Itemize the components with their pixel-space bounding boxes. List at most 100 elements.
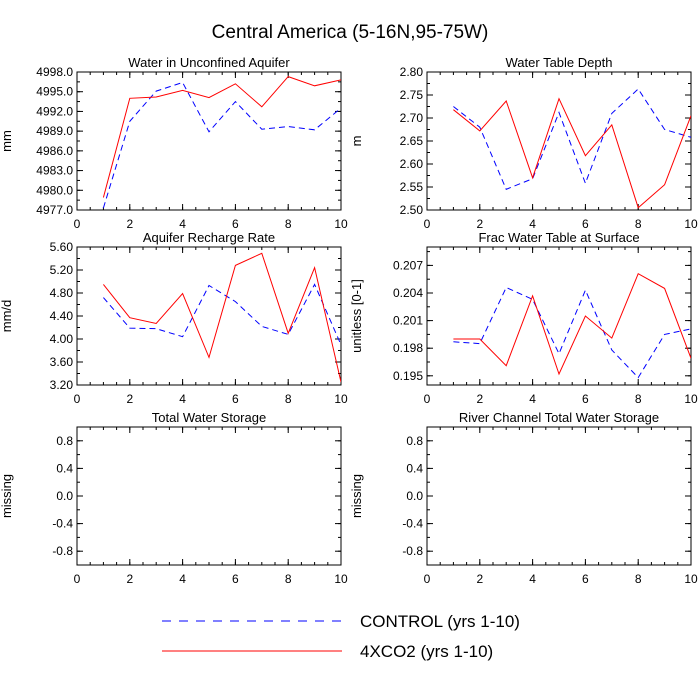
x-tick-label: 4 <box>529 392 536 406</box>
x-tick-label: 2 <box>476 217 483 231</box>
x-tick-label: 0 <box>424 392 431 406</box>
x-tick-label: 8 <box>635 572 642 586</box>
y-tick-label: 4983.0 <box>36 164 73 178</box>
y-tick-label: 2.65 <box>400 134 424 148</box>
x-tick-label: 8 <box>285 217 292 231</box>
y-tick-label: 2.50 <box>400 203 424 217</box>
figure-title: Central America (5-16N,95-75W) <box>212 22 489 43</box>
panel-title: Water in Unconfined Aquifer <box>128 55 290 70</box>
panel-title: Aquifer Recharge Rate <box>143 230 275 245</box>
series-line-4xco2 <box>102 76 341 198</box>
y-axis-label: missing <box>349 474 364 518</box>
panel-total-water-storage: Total Water Storage 0 2 4 6 8 10 -0.8 -0.4 0.0 0.4… <box>0 410 348 586</box>
y-tick-label: 0.204 <box>393 286 423 300</box>
y-tick-label: -0.8 <box>52 544 73 558</box>
legend: CONTROL (yrs 1-10) 4XCO2 (yrs 1-10) <box>162 612 520 661</box>
panel-frac-water-table-at-surface: Frac Water Table at Surface 0 2 4 6 8 10 0.195 0… <box>349 230 698 406</box>
panel-title: Total Water Storage <box>152 410 266 425</box>
y-tick-label: 4977.0 <box>36 203 73 217</box>
x-tick-label: 2 <box>126 392 133 406</box>
x-tick-label: 0 <box>424 572 431 586</box>
y-tick-label: 3.60 <box>50 355 74 369</box>
y-tick-label: 0.198 <box>393 341 423 355</box>
x-tick-label: 2 <box>476 572 483 586</box>
y-tick-label: 5.20 <box>50 263 74 277</box>
series-line-4xco2 <box>453 272 691 376</box>
plot-frame <box>76 246 342 386</box>
y-tick-label: 4995.0 <box>36 85 73 99</box>
x-tick-label: 4 <box>529 217 536 231</box>
y-tick-label: 4980.0 <box>36 183 73 197</box>
x-tick-label: 6 <box>582 217 589 231</box>
y-axis-label: unitless [0-1] <box>349 279 364 353</box>
y-axis-label: mm <box>0 130 14 152</box>
y-tick-label: 4986.0 <box>36 144 73 158</box>
plot-frame <box>426 426 692 566</box>
x-tick-label: 8 <box>635 392 642 406</box>
y-tick-label: 0.195 <box>393 369 423 383</box>
plot-frame <box>426 71 692 211</box>
y-tick-label: 0.8 <box>406 434 423 448</box>
x-tick-label: 10 <box>334 572 348 586</box>
series-line-control <box>102 81 341 209</box>
x-tick-label: 4 <box>179 572 186 586</box>
x-tick-label: 10 <box>334 217 348 231</box>
x-tick-label: 10 <box>334 392 348 406</box>
y-tick-label: 0.0 <box>56 489 73 503</box>
x-tick-label: 6 <box>582 392 589 406</box>
x-tick-label: 6 <box>232 217 239 231</box>
y-axis-label: mm/d <box>0 300 14 333</box>
y-tick-label: 0.4 <box>406 461 423 475</box>
y-tick-label: 4.40 <box>50 309 74 323</box>
x-tick-label: 0 <box>424 217 431 231</box>
y-tick-label: 4989.0 <box>36 124 73 138</box>
y-tick-label: 2.75 <box>400 88 424 102</box>
y-tick-label: 4.80 <box>50 286 74 300</box>
y-tick-label: 5.60 <box>50 240 74 254</box>
y-tick-label: 2.70 <box>400 111 424 125</box>
x-tick-label: 10 <box>684 217 698 231</box>
x-tick-label: 4 <box>179 392 186 406</box>
y-tick-label: -0.8 <box>402 544 423 558</box>
series-line-4xco2 <box>453 97 691 209</box>
y-tick-label: 0.4 <box>56 461 73 475</box>
y-tick-label: 2.60 <box>400 157 424 171</box>
x-tick-label: 10 <box>684 392 698 406</box>
x-tick-label: 10 <box>684 572 698 586</box>
y-tick-label: 3.20 <box>50 378 74 392</box>
panel-title: River Channel Total Water Storage <box>459 410 659 425</box>
plot-frame <box>76 71 342 211</box>
panel-river-channel-total-water-storage: River Channel Total Water Storage 0 2 4 6 8 10… <box>349 410 698 586</box>
y-tick-label: -0.4 <box>52 517 73 531</box>
panel-water-in-unconfined-aquifer: Water in Unconfined Aquifer 0 2 4 6 8 10 4977.0… <box>0 55 348 231</box>
y-tick-label: 0.0 <box>406 489 423 503</box>
y-tick-label: -0.4 <box>402 517 423 531</box>
x-tick-label: 2 <box>126 217 133 231</box>
x-tick-label: 8 <box>635 217 642 231</box>
series-line-control <box>453 286 691 379</box>
x-tick-label: 2 <box>476 392 483 406</box>
y-tick-label: 2.55 <box>400 180 424 194</box>
x-tick-label: 6 <box>232 572 239 586</box>
panel-title: Frac Water Table at Surface <box>478 230 639 245</box>
series-line-control <box>103 283 341 346</box>
y-tick-label: 0.207 <box>393 258 423 272</box>
x-tick-label: 8 <box>285 392 292 406</box>
x-tick-label: 4 <box>529 572 536 586</box>
panel-water-table-depth: Water Table Depth 0 2 4 6 8 10 2.50 2.55 2.60 2.65… <box>349 55 698 231</box>
x-tick-label: 8 <box>285 572 292 586</box>
panel-title: Water Table Depth <box>506 55 613 70</box>
x-tick-label: 4 <box>179 217 186 231</box>
y-axis-label: missing <box>0 474 14 518</box>
y-tick-label: 2.80 <box>400 65 424 79</box>
y-tick-label: 0.201 <box>393 314 423 328</box>
series-line-4xco2 <box>103 252 341 383</box>
y-tick-label: 4.00 <box>50 332 74 346</box>
x-tick-label: 0 <box>74 392 81 406</box>
y-tick-label: 4998.0 <box>36 65 73 79</box>
panel-aquifer-recharge-rate: Aquifer Recharge Rate 0 2 4 6 8 10 3.20 3.60 4.00… <box>0 230 348 406</box>
x-tick-label: 0 <box>74 572 81 586</box>
legend-label-control: CONTROL (yrs 1-10) <box>360 612 520 631</box>
x-tick-label: 0 <box>74 217 81 231</box>
